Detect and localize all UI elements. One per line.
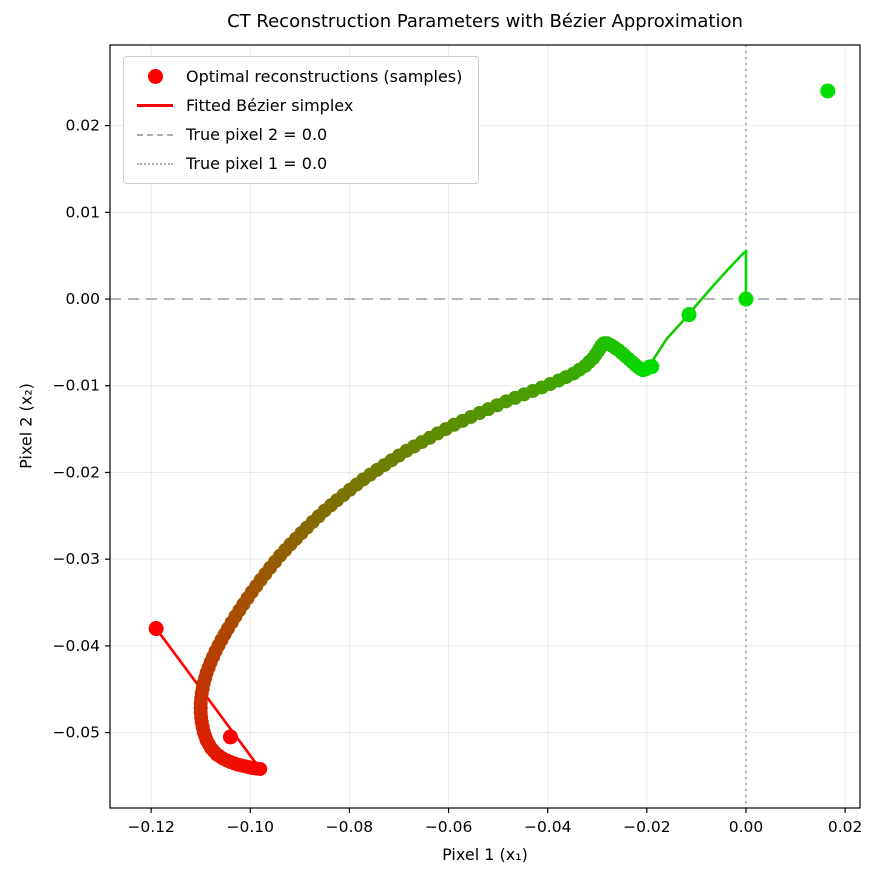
bezier-line-segment <box>665 321 683 341</box>
y-tick-label: 0.01 <box>65 203 100 221</box>
y-tick-label: −0.04 <box>53 637 101 655</box>
legend-label: True pixel 2 = 0.0 <box>186 125 328 144</box>
x-tick-label: −0.02 <box>623 818 671 836</box>
bezier-line-segment <box>729 251 745 268</box>
chart-title: CT Reconstruction Parameters with Bézier… <box>227 11 743 32</box>
scatter-point-red <box>222 729 238 745</box>
legend-marker-box <box>136 69 174 84</box>
y-tick-label: 0.00 <box>65 290 100 308</box>
bezier-line-segment <box>695 283 716 307</box>
x-tick-label: 0.00 <box>729 818 764 836</box>
legend-label: Fitted Bézier simplex <box>186 96 354 115</box>
x-tick-label: −0.10 <box>227 818 275 836</box>
legend-label: Optimal reconstructions (samples) <box>186 67 463 86</box>
y-axis-label: Pixel 2 (x₂) <box>16 383 36 469</box>
scatter-point-green <box>738 291 754 307</box>
legend-label: True pixel 1 = 0.0 <box>186 154 328 173</box>
y-tick-label: −0.02 <box>53 463 101 481</box>
bezier-line-segment <box>652 337 668 360</box>
legend-marker-box <box>136 162 174 165</box>
scatter-point-green <box>820 83 836 99</box>
legend-item-bezier: Fitted Bézier simplex <box>136 96 462 115</box>
y-tick-label: 0.02 <box>65 117 100 135</box>
scatter-point-green <box>681 307 697 323</box>
x-axis-label: Pixel 1 (x₁) <box>442 845 528 864</box>
x-tick-label: 0.02 <box>828 818 863 836</box>
x-tick-label: −0.06 <box>425 818 473 836</box>
x-tick-label: −0.08 <box>326 818 374 836</box>
legend-item-samples: Optimal reconstructions (samples) <box>136 67 462 86</box>
legend: Optimal reconstructions (samples) Fitted… <box>123 56 480 184</box>
legend-marker-box <box>136 133 174 136</box>
dotted-line-icon <box>137 162 173 165</box>
axes-spines <box>109 44 861 809</box>
legend-item-true-pixel1: True pixel 1 = 0.0 <box>136 154 462 173</box>
dashed-line-icon <box>137 133 173 136</box>
x-tick-label: −0.12 <box>127 818 175 836</box>
scatter-point-red <box>148 621 164 637</box>
y-tick-label: −0.01 <box>53 377 101 395</box>
scatter-point-green <box>644 359 660 375</box>
legend-marker-box <box>136 104 174 107</box>
y-tick-label: −0.03 <box>53 550 101 568</box>
scatter-sample-icon <box>147 69 163 84</box>
y-tick-label: −0.05 <box>53 724 101 742</box>
bezier-line-segment <box>712 264 733 287</box>
bezier-line-icon <box>137 104 173 107</box>
x-tick-label: −0.04 <box>524 818 572 836</box>
legend-item-true-pixel2: True pixel 2 = 0.0 <box>136 125 462 144</box>
